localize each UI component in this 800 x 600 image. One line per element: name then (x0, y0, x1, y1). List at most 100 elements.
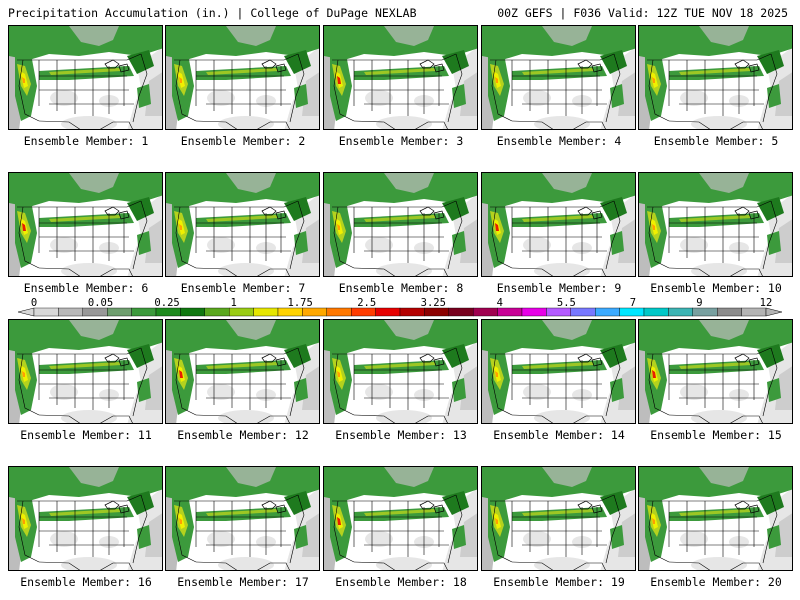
ensemble-map-panel (8, 172, 163, 277)
legend-swatch (668, 307, 694, 317)
precip-map (9, 173, 162, 276)
panel-label: Ensemble Member: 17 (177, 575, 309, 589)
legend-tick-label: 2.5 (357, 297, 377, 309)
legend-tick-label: 0 (30, 297, 38, 309)
panel-label: Ensemble Member: 18 (335, 575, 467, 589)
legend-tick-label: 12 (759, 297, 773, 309)
legend-tick-label: 9 (696, 297, 703, 309)
legend-swatch (180, 307, 205, 317)
legend-swatch (326, 307, 352, 317)
chart-title-left: Precipitation Accumulation (in.) | Colle… (8, 6, 417, 20)
legend-swatch (106, 307, 132, 317)
legend-swatch (302, 307, 327, 317)
legend-tick-label: 3.25 (420, 297, 446, 309)
precip-map (166, 26, 319, 129)
legend-swatch (424, 307, 449, 317)
legend-swatch (497, 307, 523, 317)
legend-swatch (277, 307, 303, 317)
panel-label: Ensemble Member: 20 (650, 575, 782, 589)
precip-map (639, 320, 792, 423)
panel-label: Ensemble Member: 1 (23, 134, 149, 148)
legend-swatch (741, 307, 767, 317)
ensemble-map-panel (481, 466, 636, 571)
precip-map (482, 467, 635, 570)
precip-map (166, 173, 319, 276)
ensemble-map-panel (481, 172, 636, 277)
ensemble-map-panel (323, 172, 478, 277)
legend-swatch (399, 307, 425, 317)
ensemble-map-panel (323, 466, 478, 571)
precip-map (166, 467, 319, 570)
precip-map (324, 467, 477, 570)
precip-map (166, 320, 319, 423)
ensemble-map-panel (638, 466, 793, 571)
ensemble-map-panel (165, 466, 320, 571)
ensemble-map-panel (638, 172, 793, 277)
precip-map (482, 320, 635, 423)
legend-swatch (228, 307, 254, 317)
ensemble-map-panel (638, 319, 793, 424)
legend-swatch (473, 307, 498, 317)
legend-swatch (155, 307, 181, 317)
legend-swatch (717, 307, 742, 317)
precip-map (482, 173, 635, 276)
precip-map (324, 173, 477, 276)
legend-swatch (82, 307, 108, 317)
panel-label: Ensemble Member: 19 (493, 575, 625, 589)
color-scale-legend (17, 307, 783, 317)
ensemble-map-panel (323, 25, 478, 130)
legend-swatch (131, 307, 157, 317)
legend-swatch (643, 307, 669, 317)
legend-swatch (448, 307, 474, 317)
panel-label: Ensemble Member: 6 (23, 281, 149, 295)
ensemble-map-panel (481, 319, 636, 424)
panel-label: Ensemble Member: 10 (650, 281, 782, 295)
legend-swatch (595, 307, 620, 317)
legend-arrow-left (17, 307, 35, 317)
panel-label: Ensemble Member: 3 (338, 134, 464, 148)
legend-swatch (692, 307, 718, 317)
precip-map (9, 467, 162, 570)
panel-label: Ensemble Member: 2 (180, 134, 306, 148)
legend-swatch (521, 307, 547, 317)
panel-label: Ensemble Member: 9 (496, 281, 622, 295)
legend-tick-label: 0.05 (87, 297, 114, 309)
legend-arrow-right (765, 307, 783, 317)
legend-swatch (375, 307, 401, 317)
precip-map (639, 467, 792, 570)
precip-map (639, 173, 792, 276)
ensemble-map-panel (165, 25, 320, 130)
panel-label: Ensemble Member: 4 (496, 134, 622, 148)
panel-label: Ensemble Member: 16 (20, 575, 152, 589)
legend-swatch (204, 307, 230, 317)
precip-map (9, 26, 162, 129)
ensemble-map-panel (8, 25, 163, 130)
panel-label: Ensemble Member: 12 (177, 428, 309, 442)
precip-map (324, 320, 477, 423)
precip-map (9, 320, 162, 423)
ensemble-map-panel (481, 25, 636, 130)
legend-tick-label: 1.75 (287, 297, 313, 309)
legend-tick-label: 7 (629, 297, 637, 309)
ensemble-map-panel (638, 25, 793, 130)
chart-title-right: 00Z GEFS | F036 Valid: 12Z TUE NOV 18 20… (497, 6, 788, 20)
legend-swatch (619, 307, 645, 317)
legend-tick-label: 5.5 (556, 297, 576, 309)
panel-label: Ensemble Member: 14 (493, 428, 625, 442)
panel-label: Ensemble Member: 8 (338, 281, 464, 295)
panel-label: Ensemble Member: 5 (653, 134, 779, 148)
ensemble-map-panel (165, 172, 320, 277)
legend-swatch (351, 307, 376, 317)
ensemble-map-panel (8, 319, 163, 424)
panel-label: Ensemble Member: 13 (335, 428, 467, 442)
legend-swatch (546, 307, 572, 317)
ensemble-map-panel (323, 319, 478, 424)
panel-label: Ensemble Member: 7 (180, 281, 306, 295)
panel-label: Ensemble Member: 11 (20, 428, 152, 442)
legend-tick-label: 4 (496, 297, 503, 309)
legend-tick-label: 0.25 (154, 297, 180, 309)
precip-map (639, 26, 792, 129)
legend-swatch (253, 307, 279, 317)
precip-map (482, 26, 635, 129)
legend-swatch (570, 307, 596, 317)
